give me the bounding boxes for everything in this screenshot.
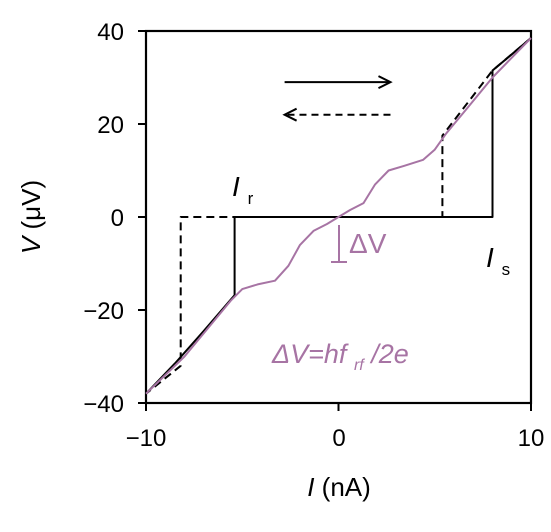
x-axis-symbol: I bbox=[307, 472, 314, 502]
x-ticks bbox=[145, 403, 532, 411]
x-axis-unit: (nA) bbox=[322, 472, 371, 502]
arrow-layer bbox=[282, 75, 393, 122]
sweep-arrow bbox=[284, 75, 393, 90]
sweep-arrow bbox=[282, 107, 391, 122]
ir-symbol: I bbox=[232, 171, 240, 202]
x-tick-label: 0 bbox=[332, 425, 345, 452]
y-tick-label: −40 bbox=[83, 391, 124, 418]
is-label: I s bbox=[486, 242, 510, 279]
x-axis-label: I (nA) bbox=[307, 472, 371, 502]
formula-tail: /2e bbox=[369, 339, 409, 369]
y-axis-label: V (μV) bbox=[16, 180, 46, 254]
y-tick-label: 20 bbox=[97, 112, 124, 139]
ir-label: I r bbox=[232, 171, 254, 208]
formula-subscript: rf bbox=[354, 357, 365, 374]
series-line bbox=[145, 37, 532, 395]
y-tick-label: −20 bbox=[83, 298, 124, 325]
formula-main: ΔV=hf bbox=[271, 339, 349, 369]
ir-subscript: r bbox=[248, 189, 254, 208]
is-symbol: I bbox=[486, 242, 494, 273]
series-line bbox=[145, 37, 532, 395]
delta-v-label: ΔV bbox=[349, 228, 387, 259]
formula-label: ΔV=hf rf /2e bbox=[271, 339, 409, 376]
is-subscript: s bbox=[502, 260, 511, 279]
delta-v-bracket bbox=[331, 225, 347, 263]
x-tick-label: 10 bbox=[518, 425, 545, 452]
y-axis-symbol: V bbox=[16, 234, 46, 254]
y-ticks bbox=[138, 30, 146, 404]
y-tick-label: 40 bbox=[97, 19, 124, 46]
x-tick-label: −10 bbox=[126, 425, 167, 452]
y-axis-unit: (μV) bbox=[16, 180, 46, 230]
y-tick-label: 0 bbox=[111, 205, 124, 232]
series-layer bbox=[145, 37, 532, 395]
